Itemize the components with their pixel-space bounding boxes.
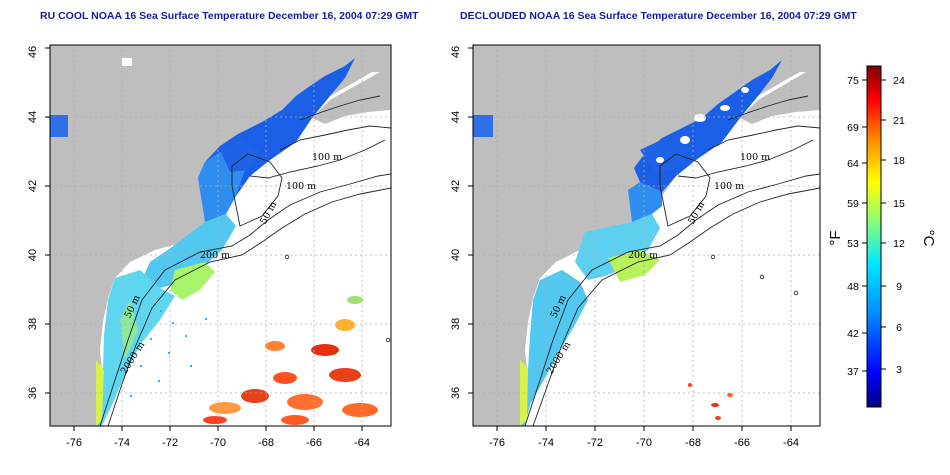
y-tick-right-4: 42 xyxy=(450,180,462,192)
x-tick-right-6: -66 xyxy=(734,437,750,449)
y-axis-right xyxy=(468,47,473,394)
sst-shelf-north-right xyxy=(628,182,662,222)
map-frame-left xyxy=(49,44,392,427)
x-axis-right xyxy=(496,426,792,431)
colorbar-c-tick-6: 9 xyxy=(896,281,902,293)
colorbar-f-tick-3: 64 xyxy=(847,158,859,170)
sst-shelf-south-left xyxy=(96,270,175,426)
x-tick-left-1: -76 xyxy=(66,437,82,449)
x-tick-right-2: -74 xyxy=(538,437,554,449)
y-tick-right-6: 46 xyxy=(450,46,462,58)
colorbar-c-tick-2: 21 xyxy=(893,115,905,127)
colorbar-f-tick-1: 75 xyxy=(847,75,859,87)
x-tick-left-4: -70 xyxy=(210,437,226,449)
y-axis-left xyxy=(45,47,50,394)
y-tick-right-5: 44 xyxy=(450,111,462,123)
sst-shelf-mid-right xyxy=(575,214,660,280)
x-tick-right-4: -70 xyxy=(636,437,652,449)
colorbar-c-tick-3: 18 xyxy=(893,155,905,167)
sst-warm-pixels-right xyxy=(688,383,733,420)
contour-label-left-4: 200 m xyxy=(200,250,230,261)
land-nova-scotia-left xyxy=(312,68,391,124)
land-mainland-left xyxy=(50,45,391,426)
sst-gulf-stream-patches-left xyxy=(203,296,378,425)
contour-label-right-4: 200 m xyxy=(628,250,658,261)
y-tick-right-1: 36 xyxy=(450,387,462,399)
sst-shelf-break-left xyxy=(120,300,138,360)
y-tick-left-1: 36 xyxy=(27,387,39,399)
map-left xyxy=(50,45,391,426)
x-tick-left-2: -74 xyxy=(114,437,130,449)
x-tick-left-6: -66 xyxy=(306,437,322,449)
x-axis-left xyxy=(73,426,363,431)
grid-right xyxy=(473,45,820,426)
sst-shelf-warm-right xyxy=(608,250,660,282)
colorbar-f-tick-4: 59 xyxy=(847,198,859,210)
y-tick-left-3: 40 xyxy=(27,249,39,261)
x-tick-right-5: -68 xyxy=(685,437,701,449)
y-tick-left-5: 44 xyxy=(27,111,39,123)
colorbar-f-tick-8: 37 xyxy=(847,366,859,378)
y-tick-left-4: 42 xyxy=(27,180,39,192)
colorbar-f-tick-5: 53 xyxy=(847,238,859,250)
contour-label-left-1: 100 m xyxy=(312,152,342,163)
colorbar-c-tick-8: 3 xyxy=(896,364,902,376)
panel-title-right: DECLOUDED NOAA 16 Sea Surface Temperatur… xyxy=(460,10,857,22)
colorbar-f-tick-6: 48 xyxy=(847,281,859,293)
y-tick-left-6: 46 xyxy=(27,46,39,58)
map-right xyxy=(473,45,820,426)
land-nova-scotia-right xyxy=(740,68,820,124)
colorbar-c-tick-5: 12 xyxy=(893,238,905,250)
x-tick-left-7: -64 xyxy=(354,437,370,449)
sst-shelf-mid-left xyxy=(140,214,236,288)
sst-shelf-warm-left xyxy=(170,262,215,300)
colorbar-f-tick-2: 69 xyxy=(847,122,859,134)
sst-scattered-pixels-left xyxy=(130,310,207,397)
grid-left xyxy=(50,45,391,426)
panel-title-left: RU COOL NOAA 16 Sea Surface Temperature … xyxy=(40,10,419,22)
land-mainland-right xyxy=(473,45,820,426)
colorbar-c-tick-1: 24 xyxy=(893,75,905,87)
y-tick-right-2: 38 xyxy=(450,318,462,330)
x-tick-left-3: -72 xyxy=(162,437,178,449)
contour-label-left-2: 100 m xyxy=(286,181,316,192)
x-tick-left-5: -68 xyxy=(258,437,274,449)
sst-shelf-south-right xyxy=(520,270,588,426)
colorbar xyxy=(866,65,882,408)
colorbar-ticks xyxy=(862,79,886,372)
x-tick-right-1: -76 xyxy=(489,437,505,449)
colorbar-f-tick-7: 42 xyxy=(847,328,859,340)
y-tick-right-3: 40 xyxy=(450,249,462,261)
x-tick-right-7: -64 xyxy=(783,437,799,449)
x-tick-right-3: -72 xyxy=(587,437,603,449)
contour-label-right-1: 100 m xyxy=(740,152,770,163)
sst-georges-bank-right xyxy=(640,138,690,172)
bathymetry-contours-left xyxy=(99,95,391,426)
colorbar-celsius-unit: °C xyxy=(920,230,937,247)
y-tick-left-2: 38 xyxy=(27,318,39,330)
colorbar-fahrenheit-unit: °F xyxy=(827,230,844,245)
sst-cloud-gaps-right xyxy=(656,87,749,163)
sst-georges-bank-left xyxy=(220,140,260,172)
colorbar-c-tick-4: 15 xyxy=(893,198,905,210)
colorbar-c-tick-7: 6 xyxy=(896,322,902,334)
map-frame-right xyxy=(472,44,821,427)
contour-label-right-2: 100 m xyxy=(714,181,744,192)
bathymetry-contours-right xyxy=(524,95,820,426)
